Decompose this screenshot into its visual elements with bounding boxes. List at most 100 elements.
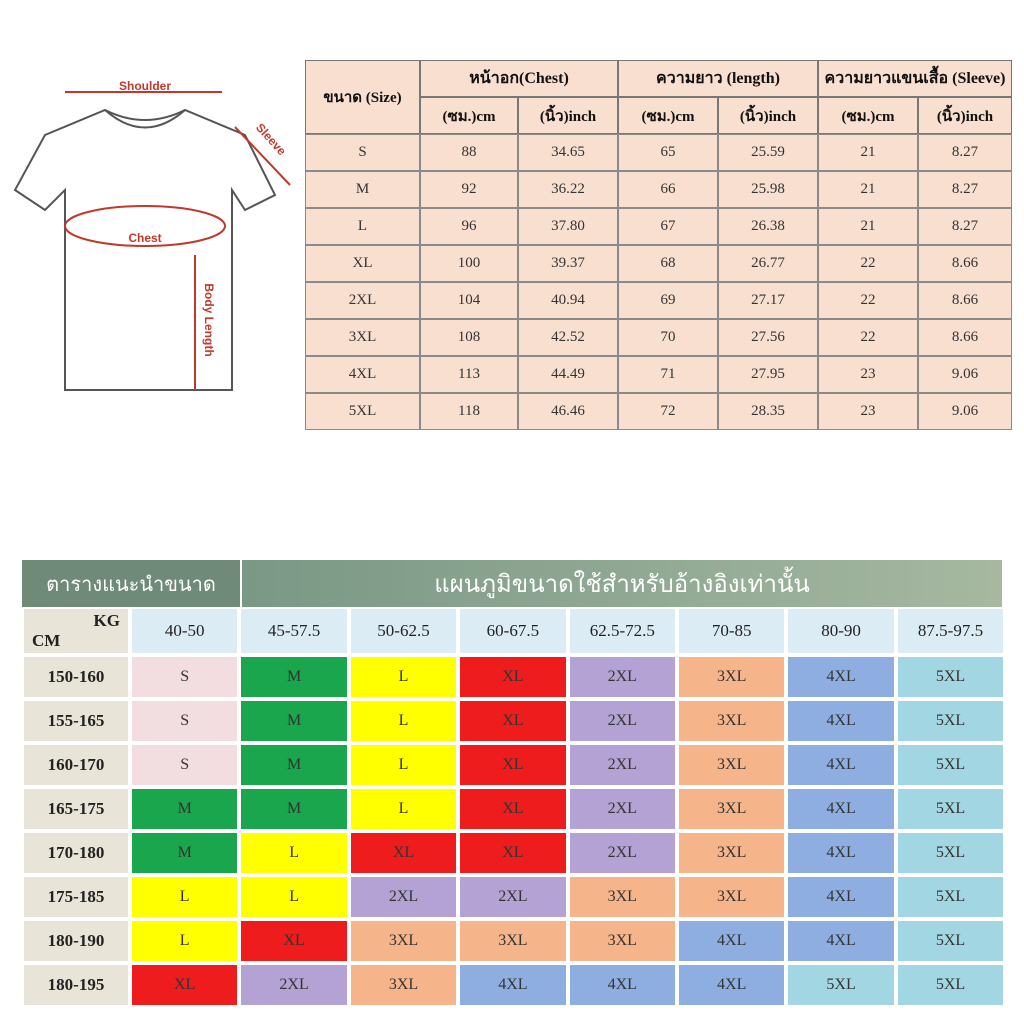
unit-header: (ซม.)cm — [818, 97, 918, 134]
size-cell: 3XL — [677, 743, 787, 787]
size-cell: 28.35 — [718, 393, 818, 430]
size-cell: 2XL — [567, 743, 677, 787]
size-cell: 22 — [818, 245, 918, 282]
size-cell: 26.77 — [718, 245, 818, 282]
size-cell: XL — [239, 919, 349, 963]
size-cell: 3XL — [677, 787, 787, 831]
size-cell: 22 — [818, 282, 918, 319]
size-cell: 113 — [420, 356, 518, 393]
size-cell: 4XL — [786, 743, 896, 787]
weight-header: 87.5-97.5 — [895, 607, 1006, 655]
height-label: 170-180 — [22, 831, 130, 875]
weight-header: 70-85 — [677, 607, 787, 655]
size-cell: 8.66 — [918, 245, 1012, 282]
height-label: 155-165 — [22, 699, 130, 743]
size-cell: 2XL — [567, 699, 677, 743]
unit-header: (ซม.)cm — [420, 97, 518, 134]
size-cell: 8.27 — [918, 208, 1012, 245]
size-cell: 68 — [618, 245, 718, 282]
size-cell: 66 — [618, 171, 718, 208]
size-header: ขนาด (Size) — [305, 60, 420, 134]
size-cell: 4XL — [677, 919, 787, 963]
size-cell: 4XL — [458, 963, 568, 1007]
size-cell: 23 — [818, 393, 918, 430]
size-cell: 5XL — [895, 699, 1006, 743]
size-cell: 8.27 — [918, 134, 1012, 171]
corner-kg: KG — [93, 611, 120, 630]
size-cell: 21 — [818, 208, 918, 245]
size-cell: 21 — [818, 171, 918, 208]
size-cell: 2XL — [567, 787, 677, 831]
size-cell: L — [130, 875, 240, 919]
height-label: 180-190 — [22, 919, 130, 963]
size-cell: 9.06 — [918, 393, 1012, 430]
size-cell: M — [239, 655, 349, 699]
height-label: 165-175 — [22, 787, 130, 831]
group-header: หน้าอก(Chest) — [420, 60, 618, 97]
corner: KG CM — [22, 607, 130, 655]
size-cell: 5XL — [895, 787, 1006, 831]
size-cell: 46.46 — [518, 393, 618, 430]
size-cell: 9.06 — [918, 356, 1012, 393]
size-cell: 4XL — [786, 699, 896, 743]
size-cell: 92 — [420, 171, 518, 208]
size-cell: 3XL — [677, 831, 787, 875]
chest-label: Chest — [128, 231, 161, 245]
size-cell: 5XL — [895, 655, 1006, 699]
size-cell: 5XL — [895, 919, 1006, 963]
weight-header: 45-57.5 — [239, 607, 349, 655]
size-cell: 23 — [818, 356, 918, 393]
size-cell: 26.38 — [718, 208, 818, 245]
size-cell: L — [348, 655, 459, 699]
size-cell: M — [305, 171, 420, 208]
size-cell: L — [130, 919, 240, 963]
size-cell: XL — [130, 963, 240, 1007]
unit-header: (นิ้ว)inch — [518, 97, 618, 134]
size-cell: M — [130, 787, 240, 831]
unit-header: (นิ้ว)inch — [918, 97, 1012, 134]
size-cell: L — [348, 787, 459, 831]
size-cell: S — [305, 134, 420, 171]
size-cell: 39.37 — [518, 245, 618, 282]
size-cell: 4XL — [567, 963, 677, 1007]
size-cell: M — [130, 831, 240, 875]
height-label: 150-160 — [22, 655, 130, 699]
size-cell: 3XL — [348, 919, 459, 963]
weight-header: 80-90 — [786, 607, 896, 655]
height-label: 180-195 — [22, 963, 130, 1007]
size-cell: 5XL — [786, 963, 896, 1007]
size-cell: 4XL — [786, 831, 896, 875]
group-header: ความยาวแขนเสื้อ (Sleeve) — [818, 60, 1012, 97]
size-cell: XL — [305, 245, 420, 282]
size-cell: XL — [348, 831, 459, 875]
size-cell: 72 — [618, 393, 718, 430]
size-cell: M — [239, 743, 349, 787]
size-cell: 104 — [420, 282, 518, 319]
weight-header: 50-62.5 — [348, 607, 459, 655]
weight-header: 40-50 — [130, 607, 240, 655]
size-cell: M — [239, 699, 349, 743]
size-cell: 3XL — [567, 919, 677, 963]
size-cell: L — [348, 699, 459, 743]
size-cell: 3XL — [305, 319, 420, 356]
size-cell: 118 — [420, 393, 518, 430]
size-cell: 2XL — [567, 655, 677, 699]
body-length-label: Body Length — [202, 283, 216, 356]
size-cell: M — [239, 787, 349, 831]
size-cell: 108 — [420, 319, 518, 356]
weight-header: 60-67.5 — [458, 607, 568, 655]
size-cell: 3XL — [567, 875, 677, 919]
size-cell: S — [130, 743, 240, 787]
size-cell: L — [305, 208, 420, 245]
size-cell: 4XL — [786, 787, 896, 831]
size-cell: 3XL — [458, 919, 568, 963]
size-cell: 36.22 — [518, 171, 618, 208]
size-cell: 4XL — [677, 963, 787, 1007]
size-cell: L — [348, 743, 459, 787]
weight-header: 62.5-72.5 — [567, 607, 677, 655]
size-cell: 22 — [818, 319, 918, 356]
size-cell: 34.65 — [518, 134, 618, 171]
group-header: ความยาว (length) — [618, 60, 818, 97]
title-right: แผนภูมิขนาดใช้สำหรับอ้างอิงเท่านั้น — [240, 560, 1002, 607]
size-cell: 3XL — [348, 963, 459, 1007]
